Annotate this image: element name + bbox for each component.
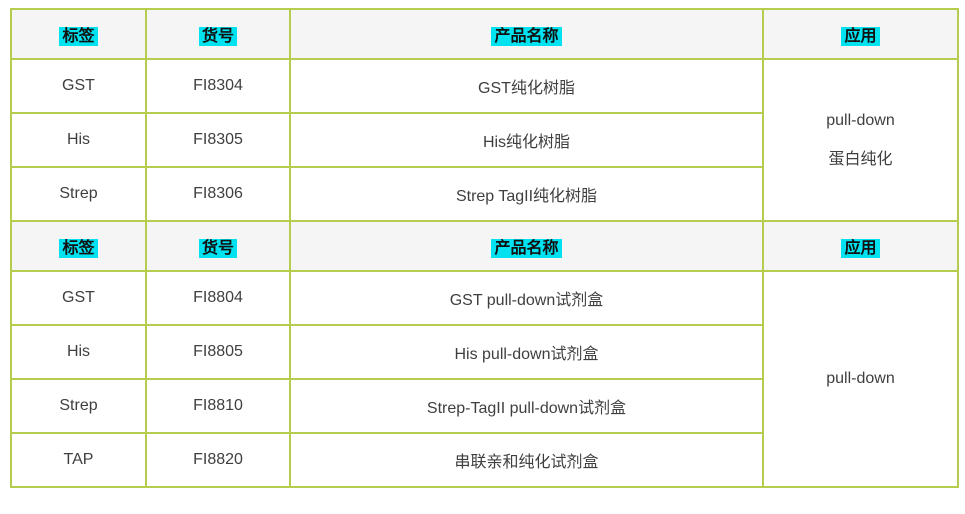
cell-tag: Strep	[10, 378, 147, 434]
cell-tag: TAP	[10, 432, 147, 488]
application-line2: 蛋白纯化	[828, 150, 893, 168]
cell-application-merged: pull-down 蛋白纯化	[762, 58, 959, 222]
cell-tag: GST	[10, 270, 147, 326]
application-line1: pull-down	[826, 370, 895, 387]
application-line1: pull-down	[826, 111, 895, 129]
product-table: 标签 货号 产品名称 应用 GST FI8304 GST纯化树脂 pull-do…	[10, 8, 959, 488]
header-application-label: 应用	[841, 239, 880, 258]
cell-product: His纯化树脂	[289, 112, 764, 168]
header-cell-tag: 标签	[10, 8, 147, 60]
cell-product: GST纯化树脂	[289, 58, 764, 114]
header-cell-application: 应用	[762, 220, 959, 272]
header-tag-label: 标签	[59, 239, 98, 258]
table-row: GST FI8804 GST pull-down试剂盒 pull-down	[10, 270, 959, 488]
cell-product: His pull-down试剂盒	[289, 324, 764, 380]
header-cell-product: 产品名称	[289, 220, 764, 272]
header-row-section2: 标签 货号 产品名称 应用	[10, 220, 959, 272]
header-cell-product: 产品名称	[289, 8, 764, 60]
cell-catalog: FI8805	[145, 324, 291, 380]
table-row: His FI8305 His纯化树脂	[10, 112, 958, 168]
cell-tag: His	[10, 324, 147, 380]
header-cell-catalog: 货号	[145, 8, 291, 60]
header-product-label: 产品名称	[491, 239, 562, 258]
cell-product: GST pull-down试剂盒	[289, 270, 764, 326]
header-cell-catalog: 货号	[145, 220, 291, 272]
cell-product: Strep-TagII pull-down试剂盒	[289, 378, 764, 434]
header-row-section1: 标签 货号 产品名称 应用	[10, 8, 959, 60]
header-catalog-label: 货号	[198, 239, 237, 258]
cell-catalog: FI8304	[145, 58, 291, 114]
cell-catalog: FI8810	[145, 378, 291, 434]
cell-catalog: FI8305	[145, 112, 291, 168]
header-product-label: 产品名称	[491, 27, 562, 46]
cell-catalog: FI8804	[145, 270, 291, 326]
table-row: TAP FI8820 串联亲和纯化试剂盒	[10, 432, 958, 488]
header-application-label: 应用	[841, 27, 880, 46]
cell-product: Strep TagII纯化树脂	[289, 166, 764, 222]
cell-tag: GST	[10, 58, 147, 114]
cell-product: 串联亲和纯化试剂盒	[289, 432, 764, 488]
table-row: GST FI8304 GST纯化树脂 pull-down 蛋白纯化	[10, 58, 959, 222]
table-row: His FI8805 His pull-down试剂盒	[10, 324, 958, 380]
cell-tag: His	[10, 112, 147, 168]
cell-catalog: FI8306	[145, 166, 291, 222]
header-tag-label: 标签	[59, 27, 98, 46]
header-cell-tag: 标签	[10, 220, 147, 272]
table-row: Strep FI8810 Strep-TagII pull-down试剂盒	[10, 378, 958, 434]
cell-application-merged: pull-down	[762, 270, 959, 488]
cell-catalog: FI8820	[145, 432, 291, 488]
header-catalog-label: 货号	[198, 27, 237, 46]
cell-tag: Strep	[10, 166, 147, 222]
header-cell-application: 应用	[762, 8, 959, 60]
table-row: Strep FI8306 Strep TagII纯化树脂	[10, 166, 958, 222]
